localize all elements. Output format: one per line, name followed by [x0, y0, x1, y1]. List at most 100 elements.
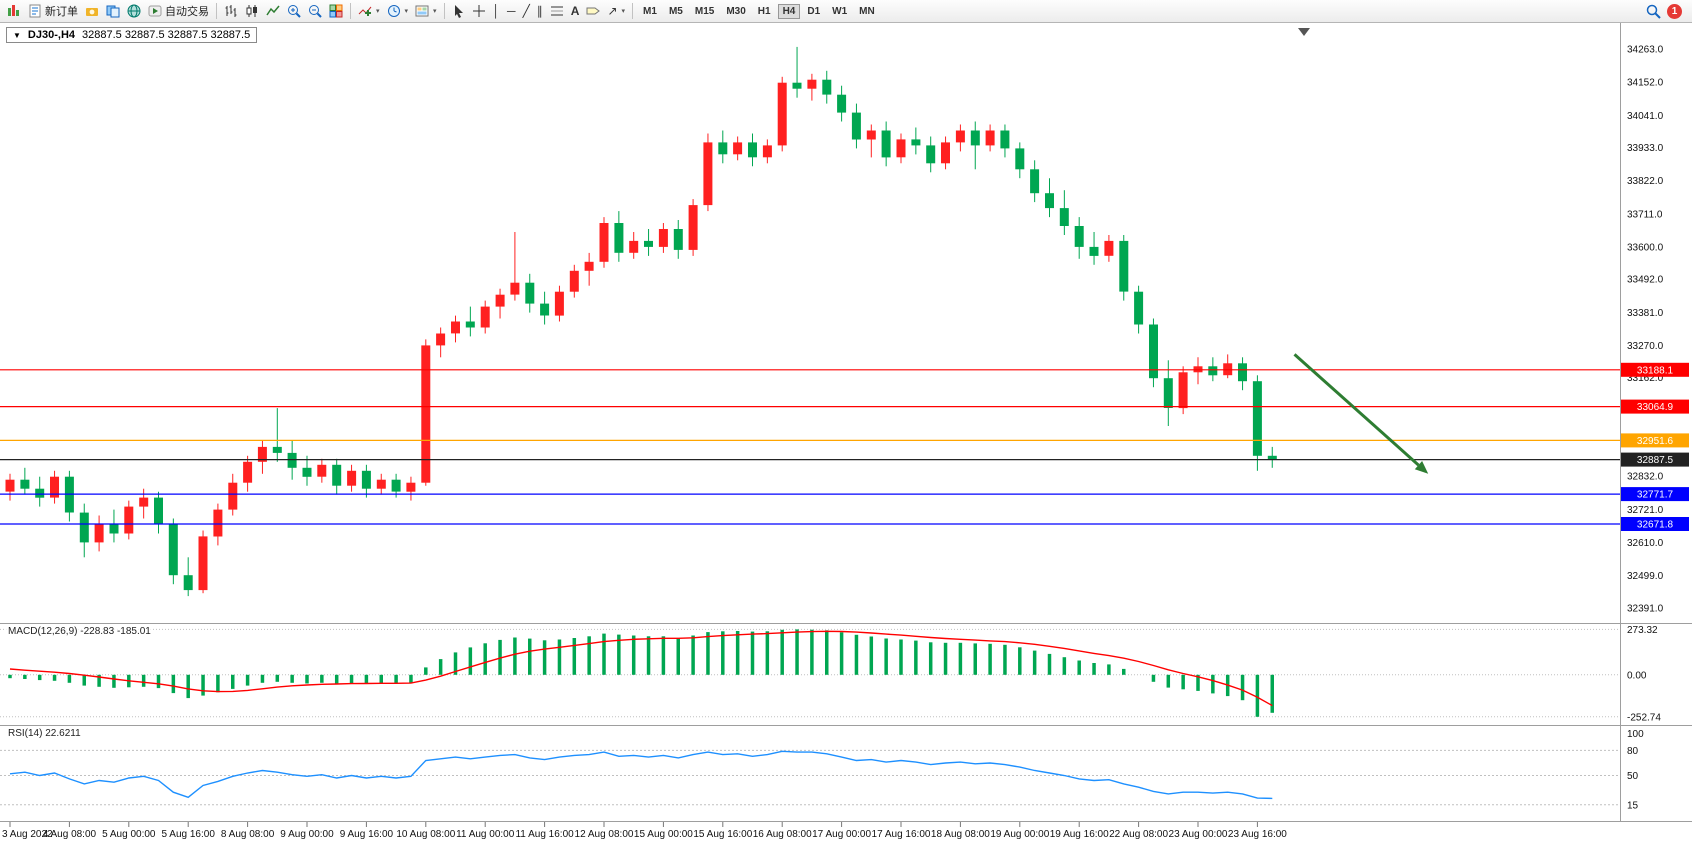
tile-windows-button[interactable]: [326, 2, 346, 20]
svg-text:5 Aug 16:00: 5 Aug 16:00: [162, 829, 216, 840]
svg-text:0.00: 0.00: [1627, 670, 1647, 681]
svg-text:33188.1: 33188.1: [1637, 365, 1674, 376]
horizontal-line-icon: ─: [507, 4, 516, 18]
timeframe-button-m5[interactable]: M5: [668, 5, 683, 17]
cursor-tool-button[interactable]: [449, 2, 468, 20]
indicators-icon: [358, 6, 372, 16]
timeframe-button-h1[interactable]: H1: [757, 5, 771, 17]
svg-text:273.32: 273.32: [1627, 625, 1658, 636]
crosshair-tool-button[interactable]: [469, 2, 489, 20]
svg-text:33711.0: 33711.0: [1627, 209, 1663, 220]
text-tool-button[interactable]: A: [568, 2, 583, 20]
pane-separators: [0, 23, 1692, 822]
svg-text:18 Aug 08:00: 18 Aug 08:00: [931, 829, 990, 840]
profiles-button[interactable]: [103, 2, 123, 20]
svg-text:32391.0: 32391.0: [1627, 603, 1664, 614]
svg-text:33933.0: 33933.0: [1627, 143, 1664, 154]
svg-text:-252.74: -252.74: [1627, 712, 1661, 723]
svg-text:80: 80: [1627, 746, 1639, 757]
line-chart-mode-button[interactable]: [263, 2, 283, 20]
candlestick-icon: [246, 5, 257, 17]
bar-chart-mode-button[interactable]: [221, 2, 241, 20]
templates-icon: [415, 5, 429, 17]
timeframe-button-m30[interactable]: M30: [726, 5, 746, 17]
vertical-line-icon: │: [492, 4, 501, 18]
chart-shift-marker[interactable]: [1298, 28, 1310, 36]
notifications-badge[interactable]: 1: [1667, 3, 1682, 19]
symbol-dropdown-icon[interactable]: ▼: [13, 30, 21, 40]
zoom-in-icon: [288, 5, 301, 18]
channel-tool-button[interactable]: ∥: [534, 2, 546, 20]
candlestick-mode-button[interactable]: [242, 2, 262, 20]
chart-canvas[interactable]: 34263.0 34152.0 34041.0 33933.0 33822.0 33711…: [0, 23, 1692, 847]
timeframe-button-mn[interactable]: MN: [859, 5, 875, 17]
zoom-in-button[interactable]: [284, 2, 304, 20]
price-tag-32671.8: [1621, 517, 1689, 531]
rsi-line: [9, 750, 1273, 800]
search-icon[interactable]: [1646, 4, 1661, 19]
fibonacci-icon: [550, 6, 563, 16]
horizontal-line-tool-button[interactable]: ─: [504, 2, 519, 20]
arrows-tool-button[interactable]: ↗ ▾: [604, 2, 628, 20]
indicators-button[interactable]: ▾: [355, 2, 383, 20]
svg-text:9 Aug 00:00: 9 Aug 00:00: [280, 829, 334, 840]
svg-text:50: 50: [1627, 771, 1639, 782]
svg-text:16 Aug 08:00: 16 Aug 08:00: [753, 829, 812, 840]
cursor-icon: [454, 5, 463, 18]
timeframe-button-w1[interactable]: W1: [832, 5, 848, 17]
toolbar: 新订单 自动交易: [0, 0, 1692, 23]
svg-text:33492.0: 33492.0: [1627, 275, 1664, 286]
vertical-line-tool-button[interactable]: │: [490, 2, 504, 20]
new-order-button[interactable]: 新订单: [26, 2, 81, 20]
svg-text:32499.0: 32499.0: [1627, 571, 1664, 582]
level-lines: 33188.1 33064.9 32951.6 32887.5 32771.7 32671…: [0, 362, 1689, 531]
rsi-pane: 100 80 50 15: [0, 729, 1644, 811]
svg-text:33822.0: 33822.0: [1627, 176, 1664, 187]
toolbar-separator: [350, 3, 351, 19]
svg-text:23 Aug 16:00: 23 Aug 16:00: [1228, 829, 1287, 840]
symbol-info-box[interactable]: ▼ DJ30-,H4 32887.5 32887.5 32887.5 32887…: [6, 27, 258, 43]
templates-button[interactable]: ▾: [412, 2, 440, 20]
clock-icon: [387, 5, 400, 17]
market-watch-button[interactable]: [124, 2, 144, 20]
price-tag-33064.9: [1621, 399, 1689, 414]
price-tag-32951.6: [1621, 433, 1689, 448]
timeframe-button-h4[interactable]: H4: [777, 3, 801, 19]
camera-icon: [86, 8, 98, 16]
price-tag-32887.5: [1621, 452, 1689, 467]
label-tool-button[interactable]: [583, 2, 603, 20]
svg-text:33064.9: 33064.9: [1637, 402, 1674, 413]
svg-text:22 Aug 08:00: 22 Aug 08:00: [1109, 829, 1168, 840]
autotrading-button[interactable]: 自动交易: [145, 2, 212, 20]
profiles-icon: [106, 5, 120, 18]
chart-window: ▼ DJ30-,H4 32887.5 32887.5 32887.5 32887…: [0, 23, 1692, 847]
chevron-down-icon: ▾: [433, 8, 437, 15]
svg-text:10 Aug 08:00: 10 Aug 08:00: [396, 829, 455, 840]
svg-text:9 Aug 16:00: 9 Aug 16:00: [340, 829, 394, 840]
chart-screenshot-button[interactable]: [82, 2, 102, 20]
toolbar-separator: [443, 3, 445, 19]
zoom-out-button[interactable]: [305, 2, 325, 20]
timeframe-button-m1[interactable]: M1: [643, 5, 657, 17]
new-chart-button[interactable]: [4, 2, 25, 20]
price-tag-33188.1: [1621, 362, 1689, 377]
new-chart-icon: [8, 5, 19, 16]
svg-text:15 Aug 00:00: 15 Aug 00:00: [634, 829, 693, 840]
crosshair-icon: [472, 5, 485, 17]
svg-text:5 Aug 00:00: 5 Aug 00:00: [102, 829, 156, 840]
text-icon: A: [570, 4, 580, 18]
toolbar-separator: [216, 3, 217, 19]
svg-text:32832.0: 32832.0: [1627, 472, 1664, 483]
svg-text:15: 15: [1627, 800, 1639, 811]
new-order-icon: [29, 4, 41, 18]
trendline-icon: ╱: [522, 4, 530, 18]
timeframe-button-m15[interactable]: M15: [694, 5, 715, 17]
fibonacci-tool-button[interactable]: [547, 2, 567, 20]
svg-text:34152.0: 34152.0: [1627, 78, 1664, 89]
trendline-tool-button[interactable]: ╱: [520, 2, 533, 20]
svg-text:8 Aug 08:00: 8 Aug 08:00: [221, 829, 275, 840]
periods-button[interactable]: ▾: [384, 2, 412, 20]
trend-arrow[interactable]: [1293, 353, 1429, 474]
timeframe-button-d1[interactable]: D1: [807, 5, 821, 17]
